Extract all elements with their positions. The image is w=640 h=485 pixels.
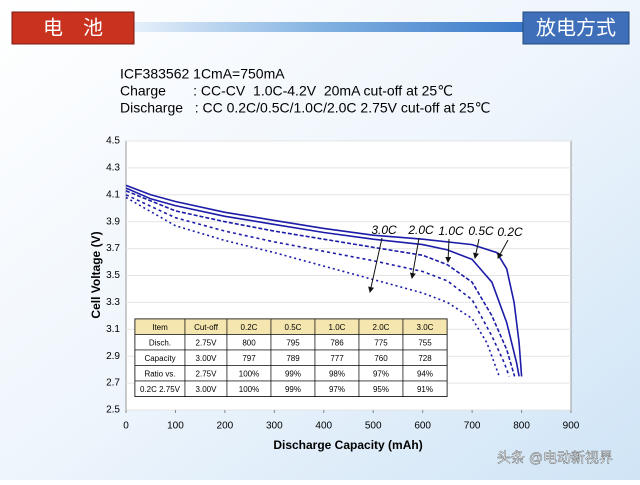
y-tick-label: 2.9 — [106, 351, 120, 362]
table-text: 755 — [418, 338, 432, 347]
table-text: 728 — [418, 354, 432, 363]
label-arrow — [497, 239, 509, 259]
table-cell — [402, 380, 448, 397]
table-text: Item — [152, 323, 168, 332]
table-text: 99% — [285, 385, 301, 394]
table-text: 2.75V — [196, 369, 218, 378]
x-tick-label: 900 — [563, 421, 580, 432]
table-text: 98% — [329, 369, 345, 378]
header-left: 电 池 — [43, 16, 103, 39]
table-text: 1.0C — [329, 323, 346, 332]
table-text: 100% — [239, 369, 259, 378]
series-label: 0.5C — [468, 224, 494, 238]
y-tick-label: 3.1 — [106, 324, 120, 335]
table-text: 91% — [417, 385, 433, 394]
table-text: 760 — [374, 354, 388, 363]
x-tick-label: 500 — [365, 421, 382, 432]
series-line — [125, 187, 520, 377]
series-line — [125, 184, 523, 377]
table-text: 94% — [417, 369, 433, 378]
table-text: 2.75V — [196, 338, 218, 347]
y-axis-label: Cell Voltage (V) — [89, 231, 103, 318]
table-text: 795 — [286, 338, 300, 347]
table-text: 2.0C — [373, 323, 390, 332]
x-tick-label: 800 — [513, 421, 530, 432]
series-line — [125, 194, 510, 377]
table-text: 797 — [242, 354, 256, 363]
header-left-box — [11, 11, 135, 45]
label-arrow — [368, 237, 383, 293]
y-tick-label: 3.5 — [106, 270, 120, 281]
y-tick-label: 4.5 — [106, 136, 120, 147]
watermark: 头条 @电动新视界 — [497, 450, 613, 466]
y-tick-label: 3.9 — [106, 216, 120, 227]
header-band — [130, 22, 525, 32]
spec-line: ICF383562 1CmA=750mA — [120, 66, 285, 82]
table-text: 789 — [286, 354, 300, 363]
y-tick-label: 4.3 — [106, 163, 120, 174]
series-line — [125, 190, 516, 377]
y-tick-label: 2.7 — [106, 378, 120, 389]
series-label: 2.0C — [407, 223, 434, 237]
series-label: 3.0C — [371, 223, 397, 237]
table-text: Disch. — [149, 338, 171, 347]
table-text: Capacity — [144, 354, 175, 363]
table-text: 3.00V — [196, 354, 218, 363]
y-tick-label: 3.3 — [106, 297, 120, 308]
table-text: 786 — [330, 338, 344, 347]
x-axis-label: Discharge Capacity (mAh) — [273, 438, 422, 452]
x-tick-label: 600 — [414, 421, 431, 432]
table-text: 95% — [373, 385, 389, 394]
table-text: Ratio vs. — [144, 369, 175, 378]
y-tick-label: 4.1 — [106, 189, 120, 200]
table-text: 0.2C 2.75V — [140, 385, 181, 394]
x-tick-label: 700 — [464, 421, 481, 432]
table-text: 0.2C — [241, 323, 258, 332]
table-text: 97% — [373, 369, 389, 378]
table-text: 775 — [374, 338, 388, 347]
table-text: 99% — [285, 369, 301, 378]
spec-line: Charge : CC-CV 1.0C-4.2V 20mA cut-off at… — [120, 83, 453, 99]
series-label: 1.0C — [438, 224, 464, 238]
label-arrow — [445, 238, 452, 263]
x-tick-label: 0 — [123, 421, 129, 432]
x-tick-label: 400 — [315, 421, 332, 432]
x-tick-label: 200 — [217, 421, 234, 432]
header-right-box — [522, 11, 630, 45]
label-arrow — [473, 238, 480, 259]
table-text: 800 — [242, 338, 256, 347]
header-right: 放电方式 — [536, 16, 616, 39]
table-text: 3.0C — [417, 323, 434, 332]
table-text: 100% — [239, 385, 259, 394]
series-label: 0.2C — [497, 225, 523, 239]
table-text: 97% — [329, 385, 345, 394]
table-text: 777 — [330, 354, 344, 363]
table-text: Cut-off — [194, 323, 219, 332]
y-tick-label: 3.7 — [106, 243, 120, 254]
x-tick-label: 100 — [167, 421, 184, 432]
spec-line: Discharge : CC 0.2C/0.5C/1.0C/2.0C 2.75V… — [120, 100, 490, 116]
x-tick-label: 300 — [266, 421, 283, 432]
table-text: 3.00V — [196, 385, 218, 394]
table-text: 0.5C — [285, 323, 302, 332]
label-arrow — [409, 237, 420, 279]
y-tick-label: 2.5 — [106, 405, 120, 416]
